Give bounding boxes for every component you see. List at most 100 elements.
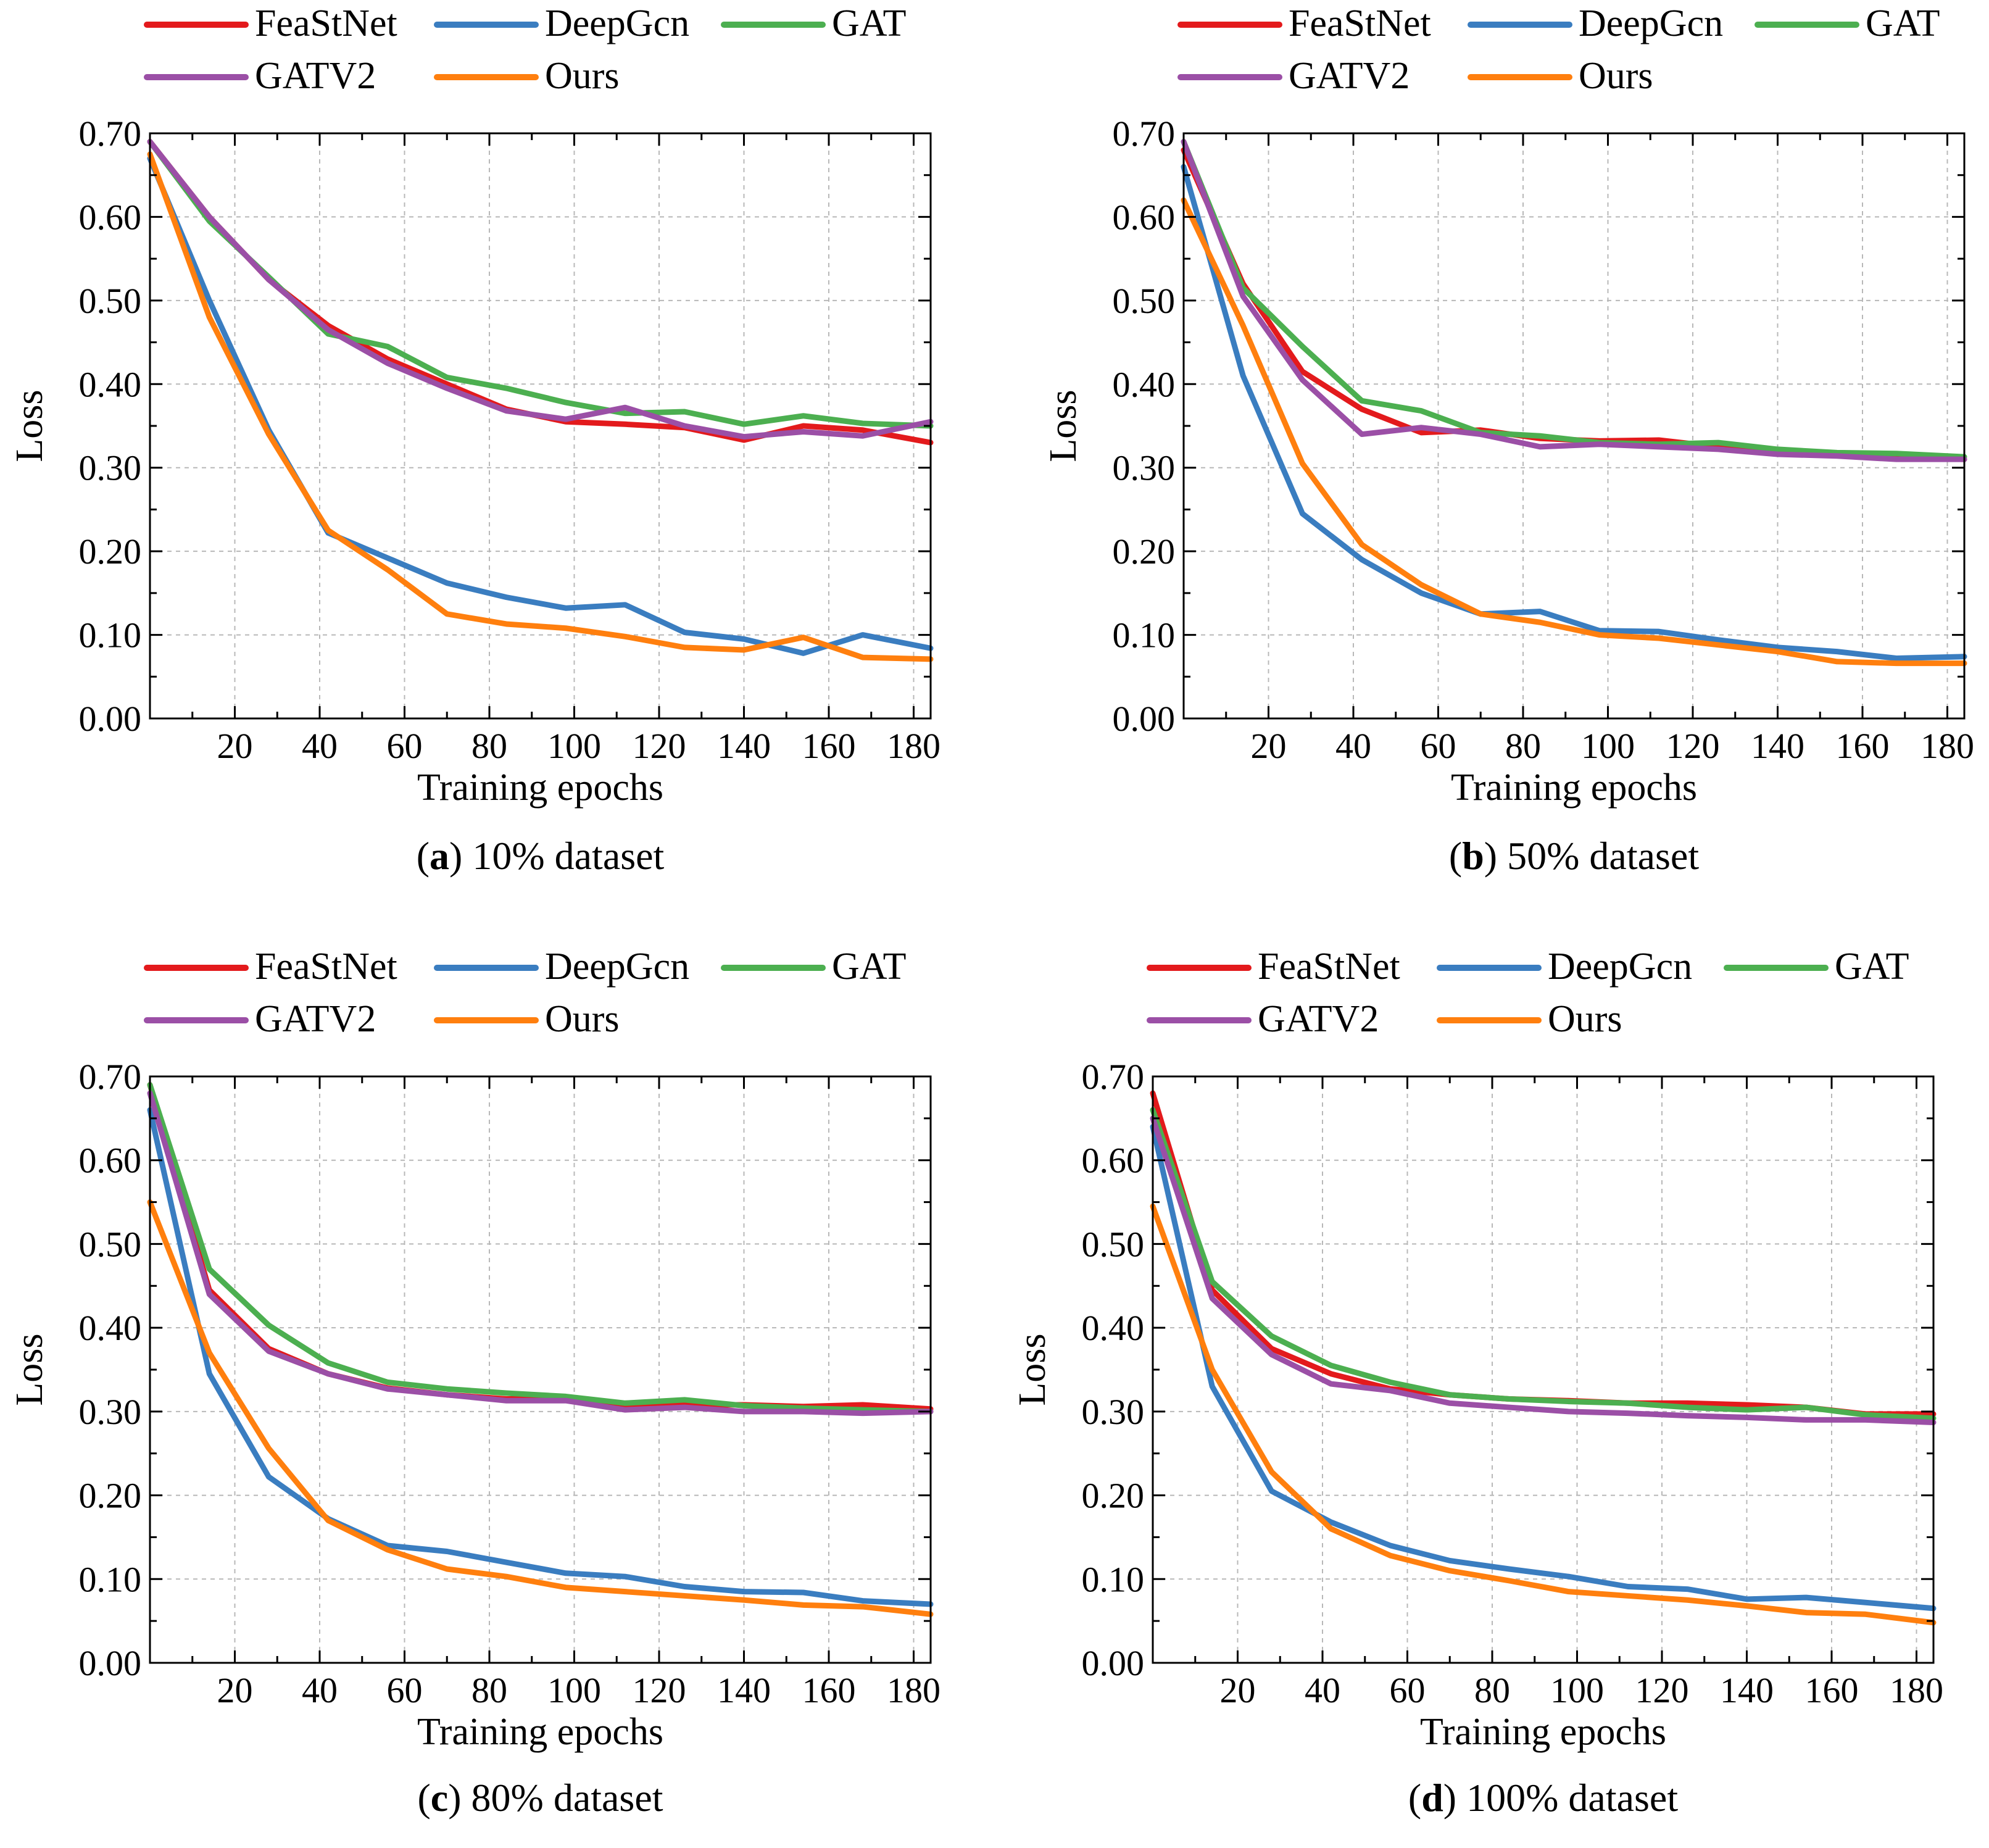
x-tick-label: 60 [387, 1670, 423, 1710]
x-tick-label: 160 [802, 726, 856, 766]
legend-label-feastnet: FeaStNet [1289, 2, 1431, 44]
x-tick-label: 180 [887, 726, 941, 766]
y-tick-label: 0.60 [79, 197, 142, 237]
legend-label-gatv2: GATV2 [255, 55, 376, 97]
x-tick-label: 20 [1251, 726, 1287, 766]
y-tick-label: 0.70 [1082, 1057, 1145, 1097]
caption-text: 80% dataset [471, 1776, 663, 1820]
y-tick-label: 0.70 [79, 114, 142, 154]
legend-label-deepgcn: DeepGcn [1579, 2, 1723, 44]
series-line-gatv2 [147, 1090, 934, 1417]
x-tick-label: 100 [547, 726, 601, 766]
legend-label-gat: GAT [1835, 946, 1909, 988]
y-axis-label: Loss [1011, 1333, 1053, 1405]
y-tick-label: 0.20 [1113, 531, 1176, 572]
chart-panel-c: 20 40 60 80 100 120 140 160 180 0.00 0.10 0.20 0.30 0… [9, 946, 941, 1820]
x-tick-label: 80 [471, 1670, 507, 1710]
series-line-gatv2 [1150, 1115, 1937, 1425]
chart-panel-d: 20 40 60 80 100 120 140 160 180 0.00 0.10 0.20 0.30 0… [1011, 946, 1943, 1820]
grid [150, 133, 931, 718]
x-tick-label: 100 [1581, 726, 1635, 766]
legend-label-ours: Ours [1548, 998, 1622, 1040]
series-line-ours [147, 151, 934, 662]
x-tick-label: 60 [387, 726, 423, 766]
legend: FeaStNet DeepGcn GAT GATV2 Ours [1147, 946, 1909, 1040]
x-tick-label: 40 [1335, 726, 1371, 766]
x-tick-label: 180 [887, 1670, 941, 1710]
y-axis-label: Loss [9, 1333, 51, 1405]
series-lines [147, 139, 934, 662]
y-tick-label: 0.70 [1113, 114, 1176, 154]
y-tick-label: 0.20 [1082, 1476, 1145, 1516]
legend-label-gatv2: GATV2 [1258, 998, 1379, 1040]
x-tick-label: 60 [1421, 726, 1456, 766]
x-axis-label: Training epochs [417, 1711, 663, 1753]
series-line-ours [1150, 1203, 1937, 1626]
legend: FeaStNet DeepGcn GAT GATV2 Ours [144, 946, 907, 1040]
caption-letter: b [1462, 834, 1484, 878]
y-tick-label: 0.10 [1113, 615, 1176, 656]
x-tick-label: 160 [1805, 1670, 1859, 1710]
x-tick-label: 80 [1474, 1670, 1510, 1710]
x-tick-label: 120 [1635, 1670, 1689, 1710]
x-tick-label: 120 [633, 1670, 686, 1710]
x-tick-label: 80 [1505, 726, 1541, 766]
x-axis-label: Training epochs [1420, 1711, 1666, 1753]
x-tick-label: 180 [1890, 1670, 1943, 1710]
caption-letter: c [431, 1776, 448, 1820]
chart-panel-a: 20 40 60 80 100 120 140 160 180 0.00 0.10 0.20 0.30 0… [9, 2, 941, 878]
y-tick-label: 0.40 [1082, 1308, 1145, 1348]
legend: FeaStNet DeepGcn GAT GATV2 Ours [144, 2, 907, 97]
series-line-deepgcn [1150, 1123, 1937, 1612]
x-tick-label: 160 [802, 1670, 856, 1710]
x-axis-label: Training epochs [417, 767, 663, 809]
y-tick-label: 0.40 [79, 1308, 142, 1348]
x-tick-label: 40 [1305, 1670, 1340, 1710]
y-tick-label: 0.30 [79, 1392, 142, 1432]
series-line-gatv2 [147, 139, 934, 440]
x-tick-label: 40 [302, 726, 338, 766]
tick-labels: 20 40 60 80 100 120 140 160 180 0.00 0.10 0.20 0.30 0… [79, 1057, 941, 1710]
y-tick-label: 0.10 [79, 1559, 142, 1599]
y-tick-label: 0.50 [1082, 1224, 1145, 1264]
series-line-gat [1181, 139, 1967, 460]
legend-label-deepgcn: DeepGcn [1548, 946, 1692, 988]
caption-text: 50% dataset [1507, 834, 1699, 878]
y-tick-label: 0.70 [79, 1057, 142, 1097]
panel-caption: (b) 50% dataset [1449, 834, 1699, 878]
ticks [150, 1075, 931, 1664]
legend-label-ours: Ours [545, 55, 620, 97]
legend-label-gat: GAT [832, 946, 907, 988]
x-tick-label: 120 [1666, 726, 1720, 766]
y-tick-label: 0.30 [79, 448, 142, 488]
series-lines [1150, 1090, 1937, 1626]
chart-panel-b: 20 40 60 80 100 120 140 160 180 0.00 0.10 0.20 0.30 0… [1042, 2, 1974, 878]
y-tick-label: 0.00 [79, 699, 142, 739]
series-line-gat [147, 1082, 934, 1415]
panel-caption: (c) 80% dataset [417, 1776, 663, 1820]
x-tick-label: 40 [302, 1670, 338, 1710]
x-axis-label: Training epochs [1451, 767, 1697, 809]
legend-label-ours: Ours [1579, 55, 1653, 97]
series-line-deepgcn [147, 1107, 934, 1607]
caption-text: 10% dataset [472, 834, 664, 878]
tick-labels: 20 40 60 80 100 120 140 160 180 0.00 0.10 0.20 0.30 0… [1113, 114, 1975, 766]
ticks [1184, 132, 1964, 720]
series-line-ours [1181, 197, 1967, 667]
y-tick-label: 0.40 [1113, 364, 1176, 404]
y-tick-label: 0.50 [1113, 281, 1176, 321]
y-tick-label: 0.60 [1113, 197, 1176, 237]
ticks [1153, 1075, 1933, 1664]
x-tick-label: 140 [1720, 1670, 1774, 1710]
legend: FeaStNet DeepGcn GAT GATV2 Ours [1177, 2, 1940, 97]
legend-label-gat: GAT [832, 2, 907, 44]
y-tick-label: 0.00 [79, 1643, 142, 1683]
series-line-gat [1150, 1107, 1937, 1421]
panel-caption: (d) 100% dataset [1408, 1776, 1678, 1820]
legend-label-deepgcn: DeepGcn [545, 2, 689, 44]
x-tick-label: 60 [1390, 1670, 1426, 1710]
x-tick-label: 100 [1550, 1670, 1604, 1710]
tick-labels: 20 40 60 80 100 120 140 160 180 0.00 0.10 0.20 0.30 0… [1082, 1057, 1944, 1710]
series-lines [147, 1082, 934, 1617]
